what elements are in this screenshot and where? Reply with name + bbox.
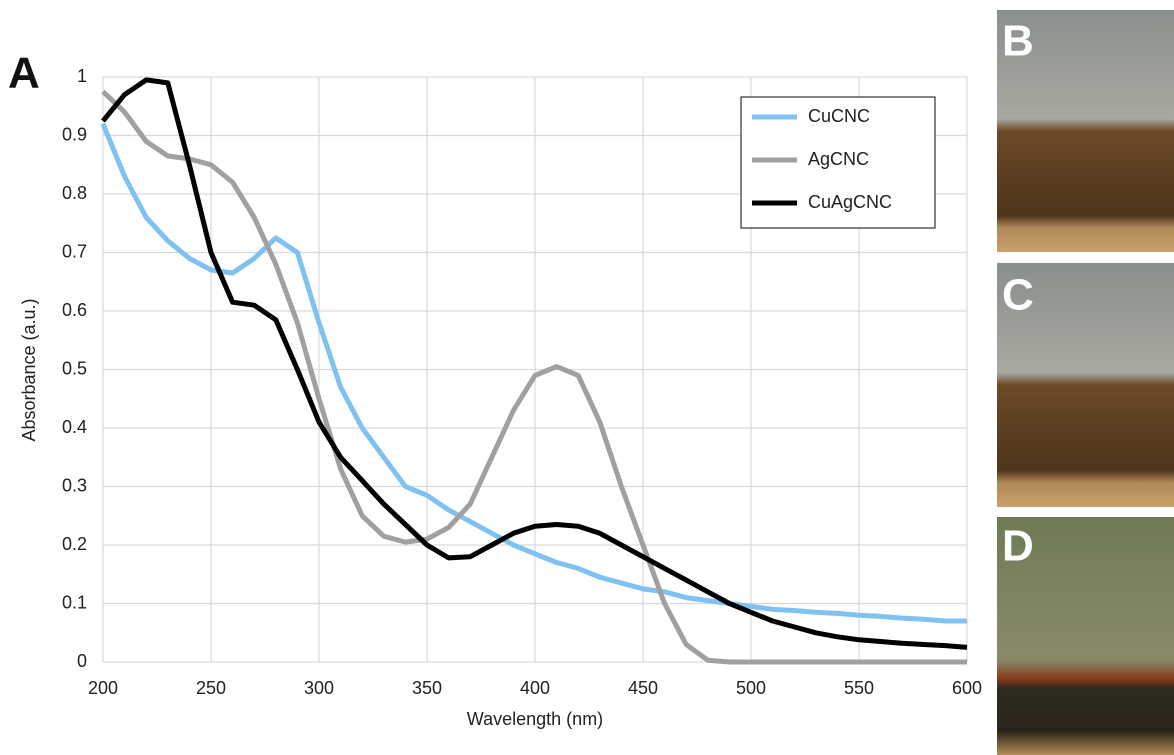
y-axis-title: Absorbance (a.u.) — [19, 298, 39, 441]
y-tick-label: 0.9 — [62, 124, 87, 144]
photo — [997, 517, 1174, 755]
x-tick-label: 500 — [736, 678, 766, 698]
y-tick-label: 0.8 — [62, 183, 87, 203]
x-tick-label: 200 — [88, 678, 118, 698]
legend-label: AgCNC — [808, 149, 869, 169]
x-tick-label: 350 — [412, 678, 442, 698]
panel-label: A — [8, 49, 40, 98]
x-tick-label: 250 — [196, 678, 226, 698]
x-tick-label: 450 — [628, 678, 658, 698]
y-tick-label: 0.3 — [62, 475, 87, 495]
x-tick-label: 550 — [844, 678, 874, 698]
y-tick-label: 0.4 — [62, 417, 87, 437]
x-axis-title: Wavelength (nm) — [467, 709, 603, 729]
photo-panels: B C D — [997, 10, 1174, 755]
photo — [997, 263, 1174, 507]
panel-label: B — [1002, 17, 1034, 66]
panel-label: D — [1002, 522, 1034, 571]
legend-label: CuAgCNC — [808, 192, 892, 212]
y-tick-label: 0.7 — [62, 241, 87, 261]
y-tick-label: 0.6 — [62, 300, 87, 320]
legend-label: CuCNC — [808, 106, 870, 126]
y-tick-label: 1 — [77, 66, 87, 86]
y-tick-label: 0.1 — [62, 592, 87, 612]
data-line — [101, 89, 967, 665]
x-tick-label: 400 — [520, 678, 550, 698]
data-line — [100, 122, 967, 624]
y-tick-label: 0 — [77, 651, 87, 671]
plot: 0 0.1 0.2 0.3 0.4 0.5 0.6 0.7 0.8 0.9 1 200 250 300 35… — [62, 66, 982, 698]
x-tick-label: 300 — [304, 678, 334, 698]
photo — [997, 10, 1174, 252]
x-tick-label: 600 — [952, 678, 982, 698]
y-tick-label: 0.5 — [62, 358, 87, 378]
panel-label: C — [1002, 271, 1034, 320]
data-line — [101, 77, 968, 650]
y-tick-label: 0.2 — [62, 534, 87, 554]
